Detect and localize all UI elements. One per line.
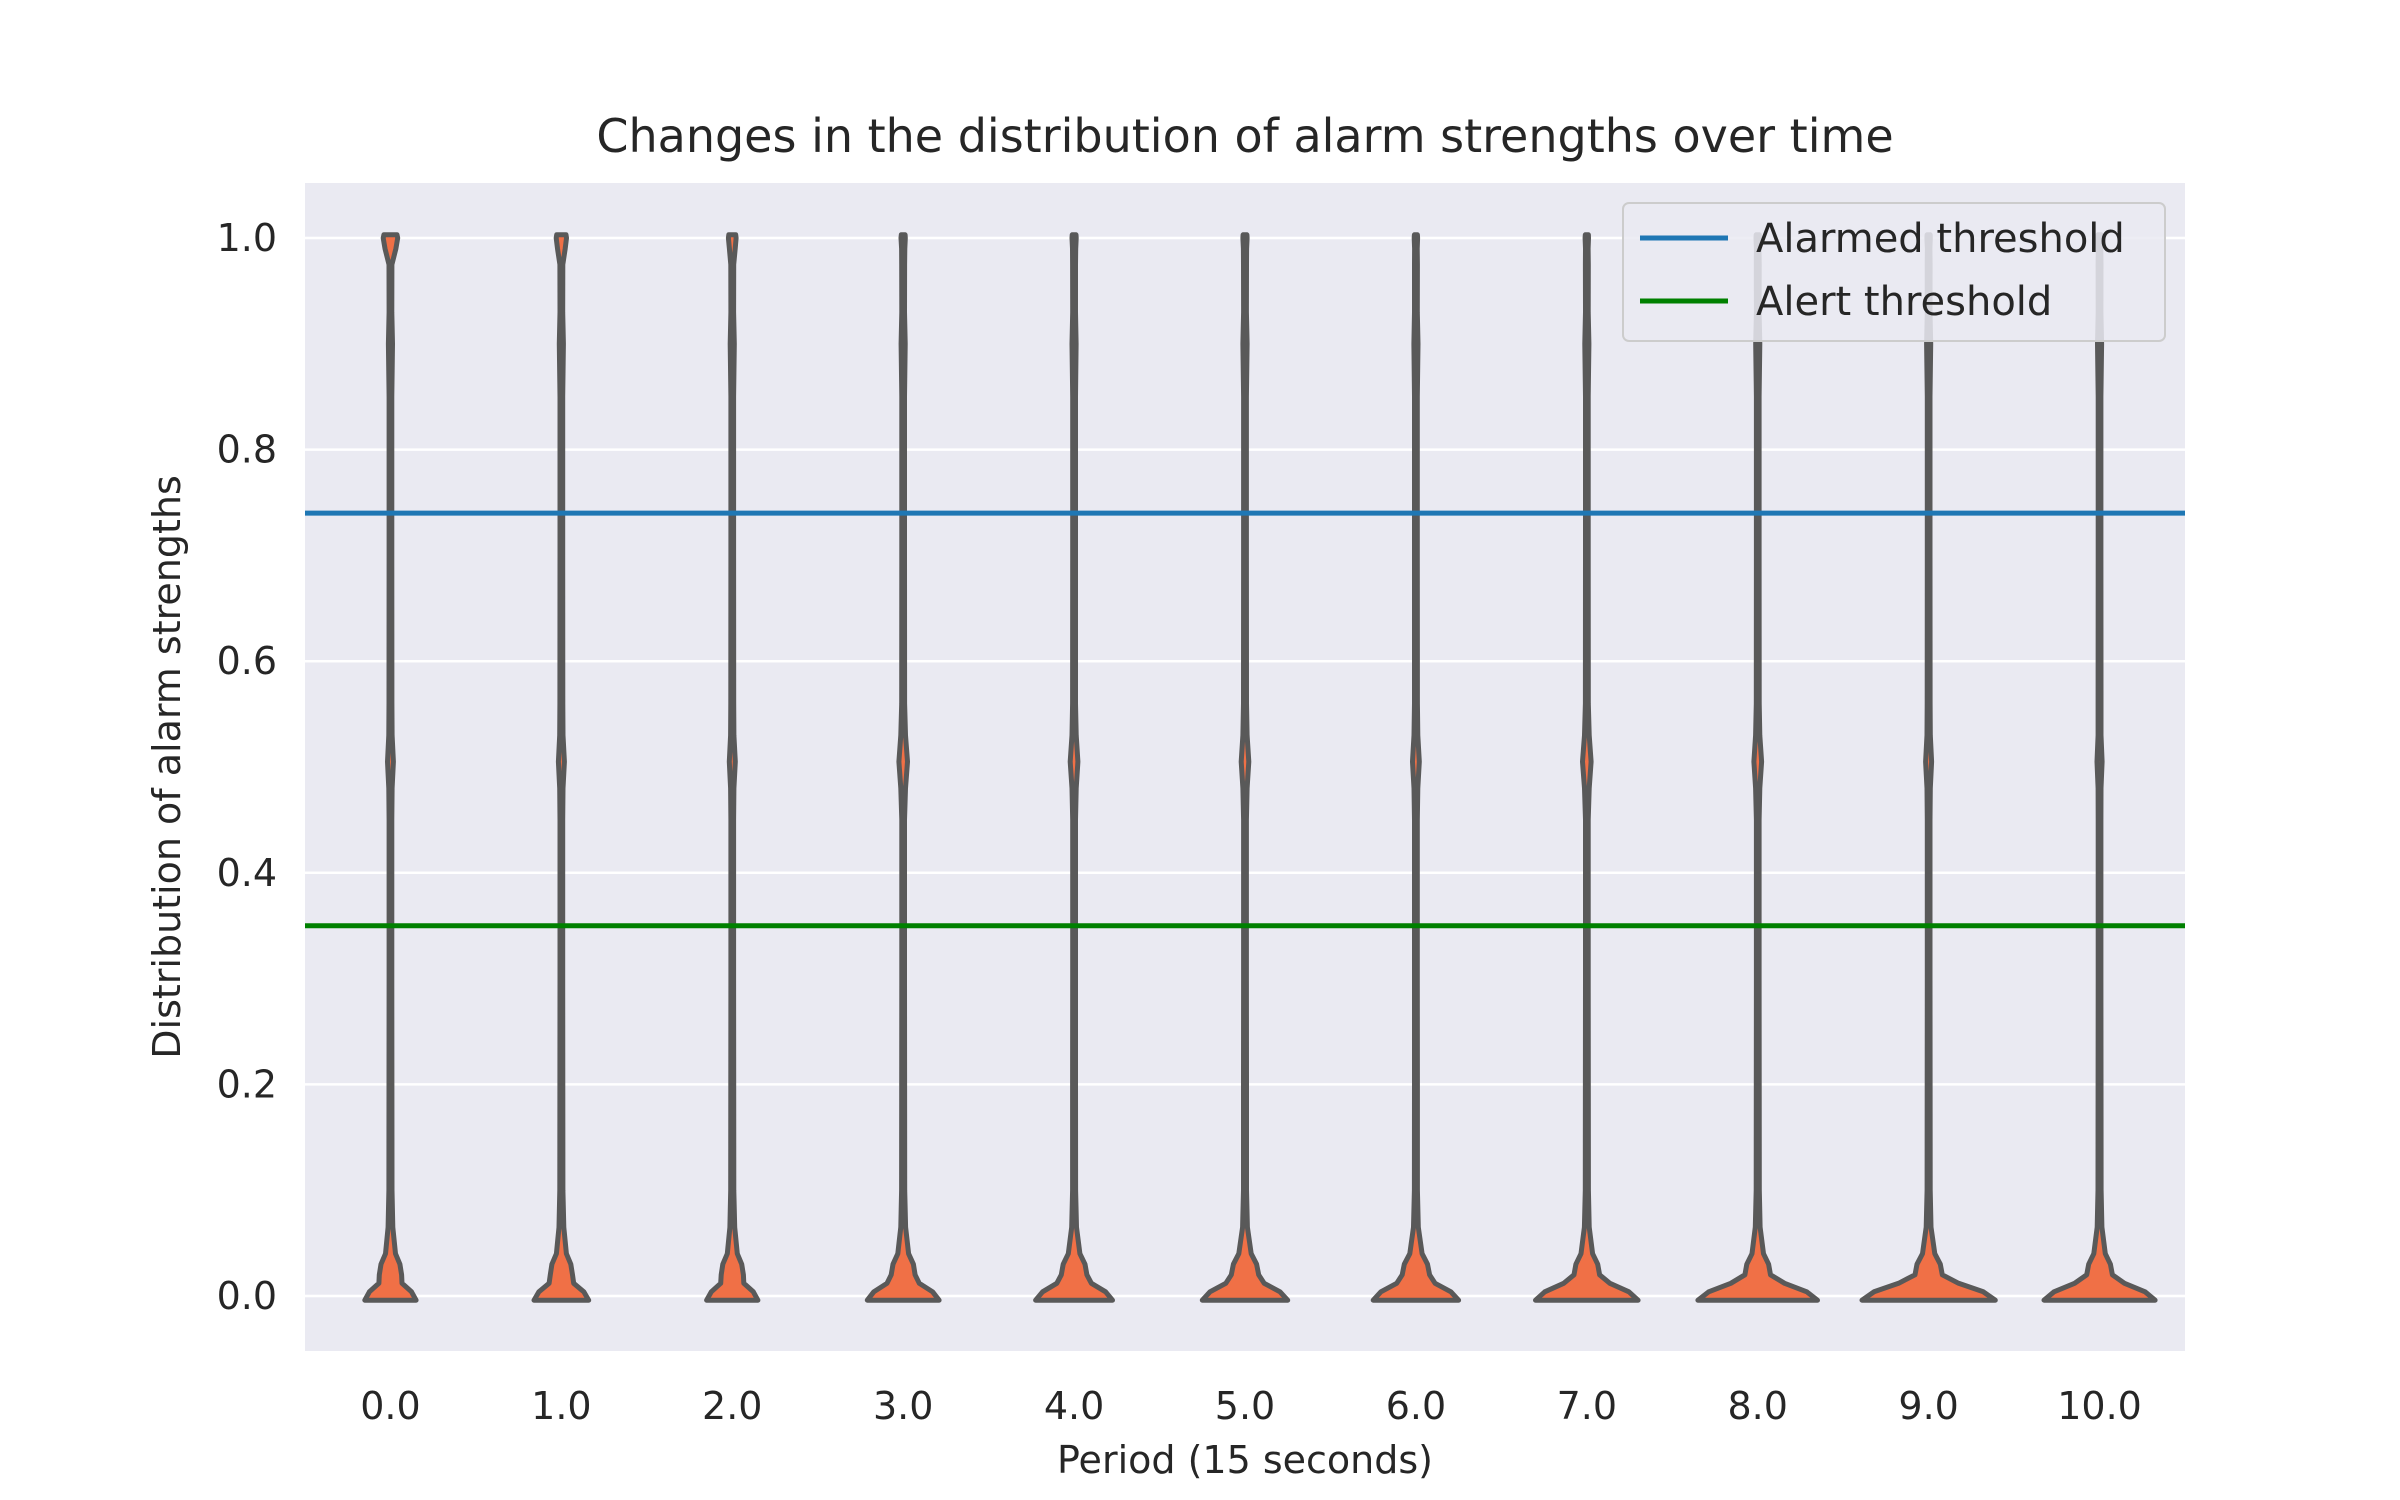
x-tick-label: 10.0 xyxy=(2057,1384,2142,1428)
x-tick-label: 2.0 xyxy=(702,1384,762,1428)
violin-1.0 xyxy=(531,232,592,1303)
y-tick-label: 0.0 xyxy=(217,1274,277,1318)
x-tick-labels: 0.0 1.0 2.0 3.0 4.0 5.0 6.0 7.0 8.0 9.0 10.0 xyxy=(360,1384,2142,1428)
x-axis-label: Period (15 seconds) xyxy=(1057,1438,1433,1482)
legend-label: Alarmed threshold xyxy=(1756,216,2125,262)
y-tick-labels: 0.0 0.2 0.4 0.6 0.8 1.0 xyxy=(217,216,277,1318)
violin-3.0 xyxy=(864,232,942,1303)
x-tick-label: 4.0 xyxy=(1044,1384,1104,1428)
y-tick-label: 1.0 xyxy=(217,216,277,260)
x-tick-label: 7.0 xyxy=(1557,1384,1617,1428)
y-tick-label: 0.8 xyxy=(217,428,277,472)
violin-6.0 xyxy=(1370,232,1462,1303)
x-tick-label: 1.0 xyxy=(531,1384,591,1428)
x-tick-label: 3.0 xyxy=(873,1384,933,1428)
x-tick-label: 6.0 xyxy=(1386,1384,1446,1428)
legend-label: Alert threshold xyxy=(1756,279,2052,325)
violin-4.0 xyxy=(1033,232,1115,1303)
threshold-lines xyxy=(305,510,2185,929)
y-axis-label: Distribution of alarm strengths xyxy=(145,475,189,1059)
y-tick-label: 0.2 xyxy=(217,1062,277,1106)
y-tick-label: 0.4 xyxy=(217,851,277,895)
violin-0.0 xyxy=(362,232,419,1303)
x-tick-label: 0.0 xyxy=(360,1384,420,1428)
legend: Alarmed threshold Alert threshold xyxy=(1622,202,2166,342)
violin-5.0 xyxy=(1199,232,1291,1303)
x-tick-label: 5.0 xyxy=(1215,1384,1275,1428)
y-tick-label: 0.6 xyxy=(217,639,277,683)
x-tick-label: 9.0 xyxy=(1898,1384,1958,1428)
violin-7.0 xyxy=(1533,232,1641,1303)
legend-box xyxy=(1622,202,2166,342)
chart-title: Changes in the distribution of alarm str… xyxy=(596,109,1893,163)
x-tick-label: 8.0 xyxy=(1728,1384,1788,1428)
violin-2.0 xyxy=(704,232,761,1303)
